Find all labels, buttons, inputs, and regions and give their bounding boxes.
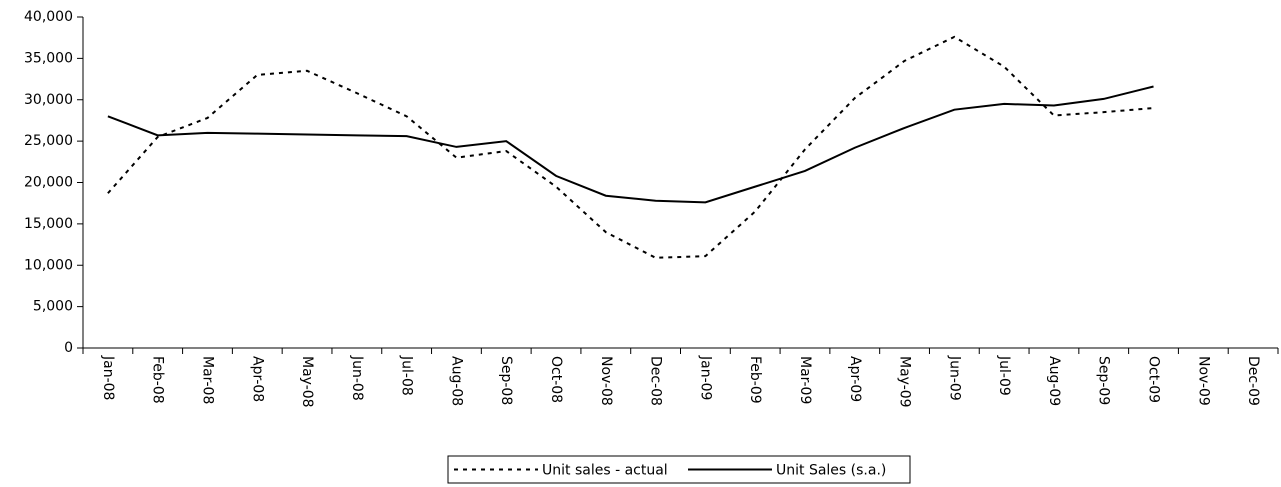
x-tick-label: Jun-08 [349, 355, 365, 401]
x-tick-label: Jul-09 [996, 355, 1012, 396]
x-tick-label: Oct-09 [1146, 356, 1162, 403]
x-tick-label: Apr-08 [249, 356, 265, 402]
x-tick-label: Jun-09 [946, 355, 962, 401]
y-tick-label: 25,000 [24, 133, 73, 149]
legend-label: Unit Sales (s.a.) [776, 463, 886, 479]
y-tick-label: 10,000 [24, 257, 73, 273]
y-tick-label: 15,000 [24, 216, 73, 232]
x-tick-label: Nov-09 [1195, 356, 1211, 406]
x-tick-label: Feb-08 [150, 356, 166, 404]
x-tick-label: Jul-08 [399, 355, 415, 396]
x-tick-label: May-09 [897, 356, 913, 408]
x-tick-label: Jan-08 [100, 355, 116, 400]
x-tick-label: Mar-08 [199, 356, 215, 404]
y-tick-label: 0 [64, 340, 73, 356]
x-tick-label: Feb-09 [747, 356, 763, 404]
x-tick-label: Nov-08 [598, 356, 614, 406]
series-line [107, 35, 1154, 259]
x-tick-label: Oct-08 [548, 356, 564, 403]
x-tick-label: May-08 [299, 356, 315, 408]
legend-label: Unit sales - actual [542, 463, 668, 479]
y-tick-label: 40,000 [24, 9, 73, 25]
x-tick-label: Aug-08 [448, 356, 464, 406]
y-tick-label: 20,000 [24, 175, 73, 191]
x-tick-label: Apr-09 [847, 356, 863, 402]
x-tick-label: Sep-08 [498, 356, 514, 405]
x-tick-label: Jan-09 [697, 355, 713, 400]
y-tick-label: 5,000 [33, 299, 73, 315]
x-tick-label: Dec-08 [648, 356, 664, 406]
x-tick-label: Aug-09 [1046, 356, 1062, 406]
x-tick-label: Dec-09 [1245, 356, 1261, 406]
series-line [107, 85, 1154, 204]
y-tick-label: 30,000 [24, 92, 73, 108]
x-tick-label: Sep-09 [1096, 356, 1112, 405]
y-tick-label: 35,000 [24, 50, 73, 66]
x-tick-label: Mar-09 [797, 356, 813, 404]
legend-box [447, 455, 911, 484]
